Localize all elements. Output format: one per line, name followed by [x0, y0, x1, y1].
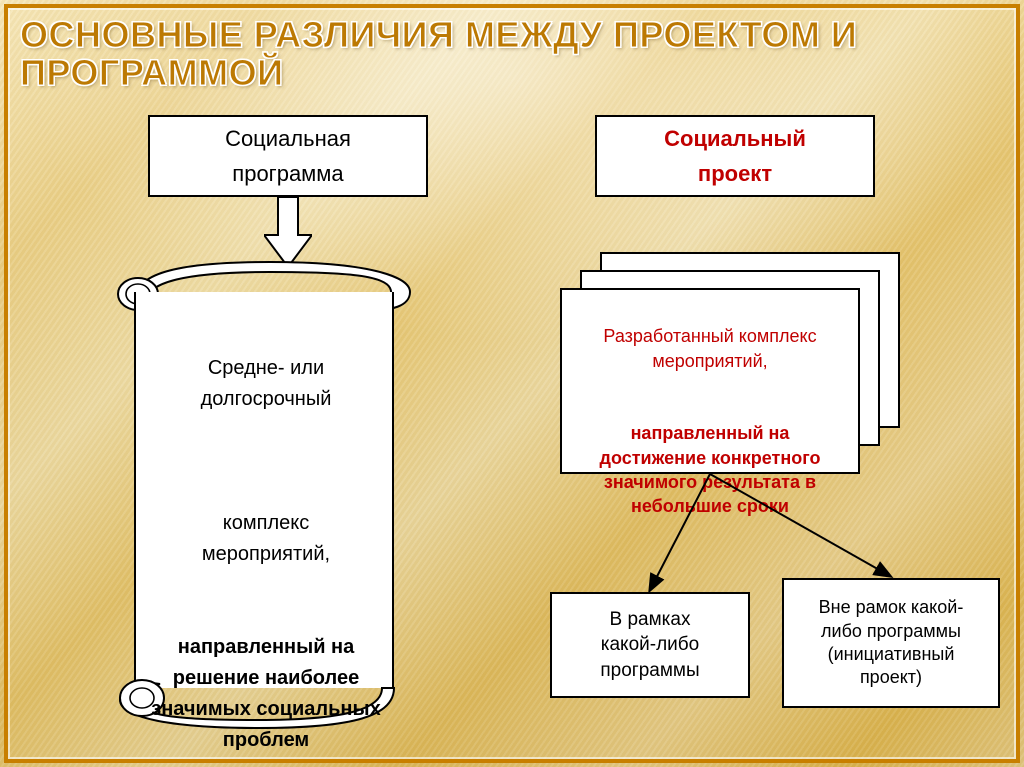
scroll-part-bold: направленный на решение наиболее значимы…	[151, 636, 380, 751]
bottom-left-text: В рамках какой-либо программы	[600, 607, 699, 684]
bottom-right-box: Вне рамок какой- либо программы (инициат…	[782, 578, 1000, 708]
document-stack: Разработанный комплекс мероприятий, напр…	[560, 252, 930, 482]
scroll-shape: Средне- или долгосрочный комплекс меропр…	[90, 258, 430, 738]
slide-title: ОСНОВНЫЕ РАЗЛИЧИЯ МЕЖДУ ПРОЕКТОМ И ПРОГР…	[20, 16, 1000, 92]
stack-front-sheet: Разработанный комплекс мероприятий, напр…	[560, 288, 860, 474]
doc-regular: Разработанный комплекс мероприятий,	[603, 326, 816, 370]
header-social-project: Социальный проект	[595, 115, 875, 197]
down-block-arrow-icon	[264, 197, 312, 267]
scroll-part2: комплекс мероприятий,	[202, 512, 330, 565]
bottom-right-text: Вне рамок какой- либо программы (инициат…	[819, 596, 964, 690]
header-social-program-text: Социальная программа	[225, 121, 351, 191]
header-social-program: Социальная программа	[148, 115, 428, 197]
header-social-project-text: Социальный проект	[664, 121, 806, 191]
bottom-left-box: В рамках какой-либо программы	[550, 592, 750, 698]
scroll-part1: Средне- или долгосрочный	[201, 357, 332, 410]
scroll-text: Средне- или долгосрочный комплекс меропр…	[150, 322, 382, 756]
